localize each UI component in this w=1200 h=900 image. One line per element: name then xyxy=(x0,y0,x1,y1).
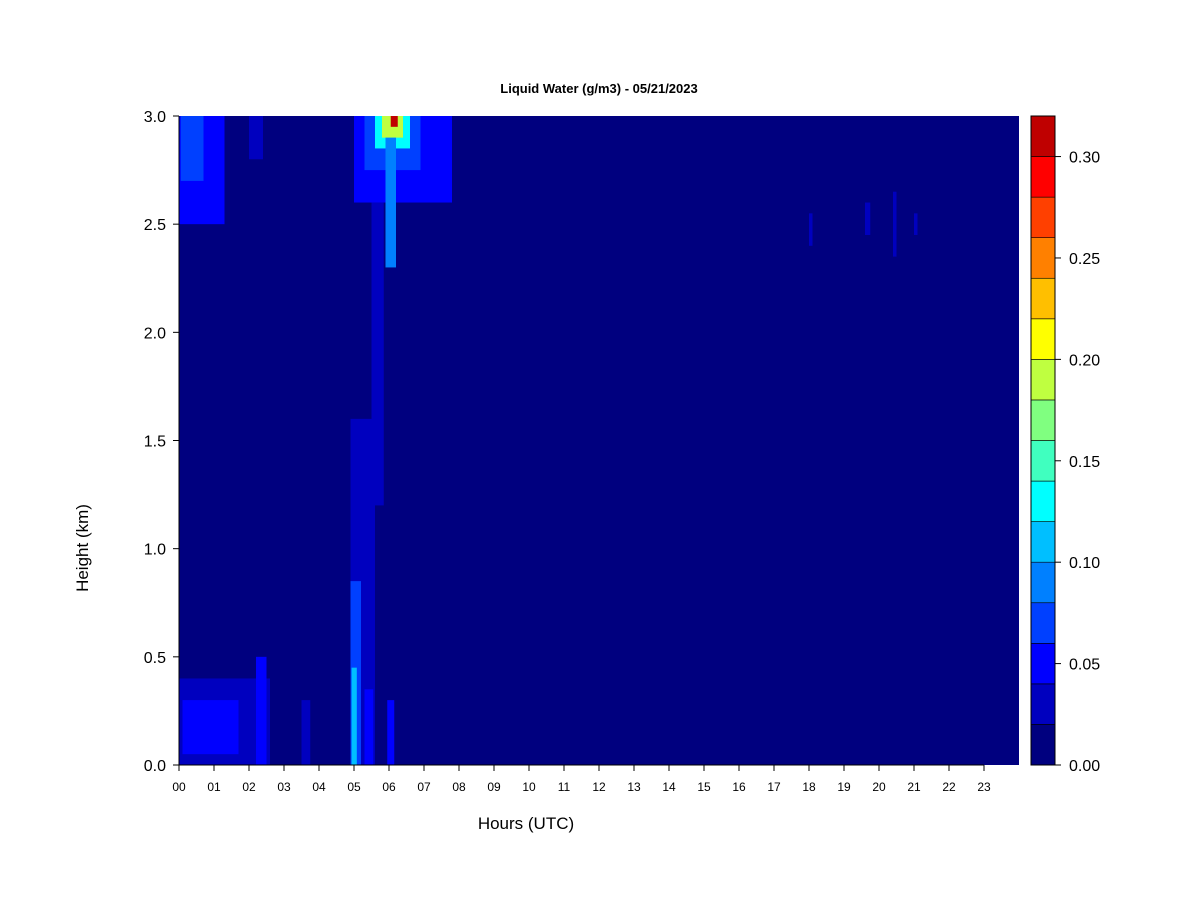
colorbar-swatch xyxy=(1030,440,1056,482)
x-tick-label: 03 xyxy=(277,780,291,794)
y-tick-label: 1.0 xyxy=(144,542,166,559)
x-tick-label: 07 xyxy=(417,780,431,794)
plot-area xyxy=(179,116,1019,765)
x-tick-label: 14 xyxy=(662,780,676,794)
colorbar-swatch xyxy=(1030,359,1056,401)
x-tick-label: 22 xyxy=(942,780,956,794)
heatmap-cell xyxy=(809,213,813,246)
x-tick-label: 06 xyxy=(382,780,396,794)
x-tick-label: 17 xyxy=(767,780,781,794)
colorbar-tick-label: 0.00 xyxy=(1069,758,1100,775)
colorbar-swatch xyxy=(1030,521,1056,563)
x-tick-label: 04 xyxy=(312,780,326,794)
x-axis-label: Hours (UTC) xyxy=(478,814,574,833)
colorbar-tick-label: 0.30 xyxy=(1069,150,1100,167)
heatmap-cell xyxy=(390,116,398,127)
x-tick-label: 23 xyxy=(977,780,991,794)
colorbar-swatch xyxy=(1030,602,1056,644)
heatmap-cell xyxy=(364,689,374,765)
y-tick-label: 2.0 xyxy=(144,325,166,342)
colorbar-swatch xyxy=(1030,277,1056,320)
x-tick-label: 21 xyxy=(907,780,921,794)
x-tick-label: 15 xyxy=(697,780,711,794)
colorbar-swatch xyxy=(1030,318,1056,360)
heatmap-background xyxy=(179,116,1019,765)
x-tick-label: 00 xyxy=(172,780,186,794)
y-tick-label: 1.5 xyxy=(144,434,166,451)
colorbar-swatch xyxy=(1030,561,1056,604)
colorbar-swatch xyxy=(1030,480,1056,522)
colorbar-swatch xyxy=(1030,643,1056,685)
y-tick-label: 0.0 xyxy=(144,758,166,775)
heatmap-cell xyxy=(301,700,311,765)
colorbar: 0.00 0.05 0.10 0.15 0.20 0.25 0.30 xyxy=(1030,115,1100,775)
x-tick-label: 02 xyxy=(242,780,256,794)
x-tick-label: 16 xyxy=(732,780,746,794)
colorbar-swatch xyxy=(1030,115,1056,157)
heatmap-cell xyxy=(180,116,204,181)
chart-title: Liquid Water (g/m3) - 05/21/2023 xyxy=(500,81,697,96)
x-tick-label: 08 xyxy=(452,780,466,794)
x-axis: 00 01 02 03 04 05 06 07 08 09 10 11 12 13 14 15 16 17 18 19… xyxy=(172,764,991,794)
x-tick-label: 12 xyxy=(592,780,606,794)
colorbar-frame xyxy=(1030,115,1056,766)
x-tick-label: 05 xyxy=(347,780,361,794)
x-tick-label: 13 xyxy=(627,780,641,794)
heatmap-cell xyxy=(914,213,918,235)
x-tick-label: 01 xyxy=(207,780,221,794)
colorbar-swatch xyxy=(1030,683,1056,725)
heatmap-cell xyxy=(351,667,357,765)
y-tick-label: 0.5 xyxy=(144,650,166,667)
colorbar-swatch xyxy=(1030,237,1056,279)
heatmap-cell xyxy=(385,137,396,268)
heatmap-cell xyxy=(865,202,871,235)
colorbar-swatch xyxy=(1030,156,1056,198)
colorbar-tick-label: 0.25 xyxy=(1069,251,1100,268)
y-tick-label: 3.0 xyxy=(144,109,166,126)
heatmap-cell xyxy=(893,191,897,257)
x-tick-label: 10 xyxy=(522,780,536,794)
heatmap-cell xyxy=(387,700,395,765)
y-axis: 0.0 0.5 1.0 1.5 2.0 2.5 3.0 xyxy=(144,109,180,775)
heatmap-cell xyxy=(256,656,267,765)
colorbar-tick-label: 0.15 xyxy=(1069,454,1100,471)
colorbar-swatch xyxy=(1030,399,1056,441)
heatmap-cell xyxy=(249,116,263,160)
x-tick-label: 11 xyxy=(558,780,571,794)
y-tick-label: 2.5 xyxy=(144,217,166,234)
x-tick-label: 09 xyxy=(487,780,501,794)
colorbar-swatch xyxy=(1030,724,1056,766)
colorbar-tick-label: 0.05 xyxy=(1069,657,1100,674)
x-tick-label: 19 xyxy=(837,780,851,794)
x-tick-label: 20 xyxy=(872,780,886,794)
colorbar-tick-label: 0.10 xyxy=(1069,555,1100,572)
y-axis-label: Height (km) xyxy=(73,504,92,592)
heatmap-cell xyxy=(182,700,239,755)
x-tick-label: 18 xyxy=(802,780,816,794)
colorbar-tick-label: 0.20 xyxy=(1069,352,1100,369)
colorbar-swatch xyxy=(1030,196,1056,238)
